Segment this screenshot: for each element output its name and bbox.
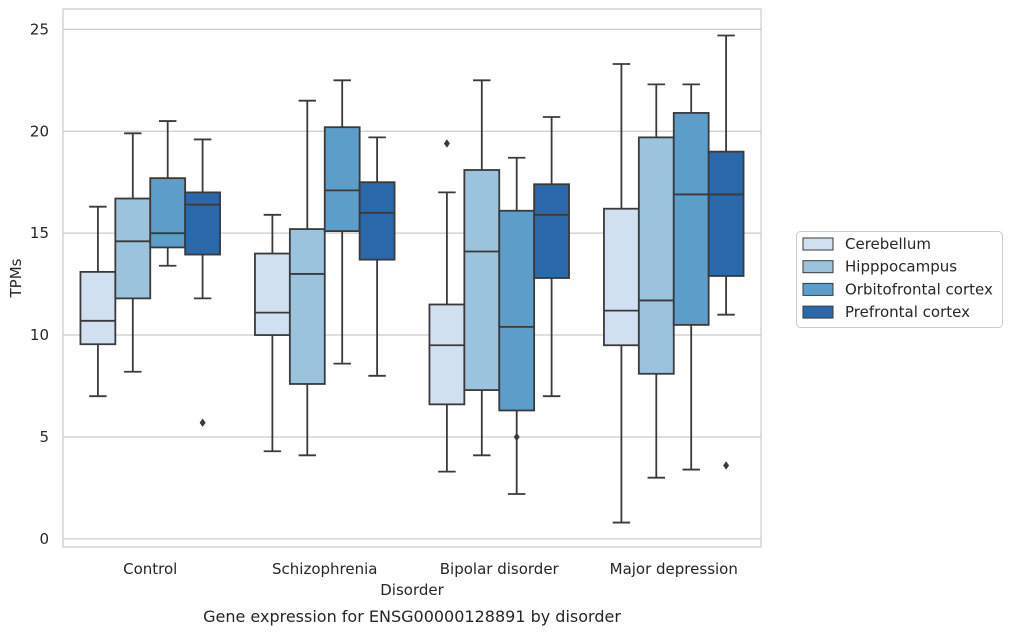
y-axis-label: TPMs [7, 258, 25, 298]
box-body [114, 197, 152, 300]
x-tick-label: Major depression [610, 560, 738, 578]
box-body [254, 252, 291, 336]
box-hipppocampus [463, 79, 501, 457]
box-orbitofrontal-cortex [323, 79, 361, 365]
box-body [463, 169, 501, 391]
y-tick-label: 10 [30, 326, 49, 344]
box-body [323, 126, 361, 233]
x-tick-label: Bipolar disorder [440, 560, 560, 578]
box-cerebellum [603, 63, 640, 524]
y-tick-labels: 0 5 10 15 20 25 [30, 20, 49, 547]
legend: Cerebellum Hipppocampus Orbitofrontal cort… [796, 231, 1003, 328]
box-body [288, 228, 326, 385]
box-cerebellum [254, 213, 291, 453]
legend-label: Cerebellum [845, 235, 931, 253]
outlier-point [723, 461, 730, 470]
legend-frame [796, 231, 1003, 328]
legend-swatch [802, 260, 834, 274]
box-body [149, 177, 187, 249]
y-tick-label: 20 [30, 122, 49, 140]
x-axis-label: Disorder [380, 581, 444, 599]
box-body [428, 303, 466, 406]
box-hipppocampus [637, 83, 675, 479]
outlier-point [199, 418, 206, 427]
legend-swatch [802, 282, 834, 296]
box-body [358, 181, 396, 261]
box-body [707, 150, 745, 277]
y-tick-label: 0 [39, 530, 49, 548]
chart-caption: Gene expression for ENSG00000128891 by d… [203, 607, 621, 626]
box-orbitofrontal-cortex [672, 83, 710, 471]
legend-label: Hipppocampus [845, 258, 957, 276]
box-prefrontal-cortex [358, 136, 396, 377]
legend-label: Orbitofrontal cortex [845, 280, 993, 298]
box-body [637, 136, 675, 375]
y-tick-label: 25 [30, 20, 49, 38]
box-body [498, 209, 536, 412]
box-orbitofrontal-cortex [498, 156, 536, 495]
y-tick-label: 5 [39, 428, 49, 446]
x-tick-labels: Control Schizophrenia Bipolar disorder Majo… [123, 560, 738, 578]
box-body [603, 207, 640, 347]
outlier-point [513, 432, 520, 442]
box-hipppocampus [288, 99, 326, 457]
legend-swatch [802, 237, 834, 251]
box-body [184, 191, 221, 256]
box-body [672, 112, 710, 326]
x-tick-label: Schizophrenia [272, 560, 377, 578]
box-prefrontal-cortex [707, 34, 745, 470]
plot-frame [62, 8, 762, 548]
outlier-point [443, 139, 450, 148]
box-body [79, 270, 117, 346]
x-tick-label: Control [123, 560, 177, 578]
box-prefrontal-cortex [184, 138, 221, 427]
box-prefrontal-cortex [533, 116, 570, 398]
plot-boxes [79, 34, 745, 524]
box-orbitofrontal-cortex [149, 120, 187, 267]
box-body [533, 183, 570, 279]
box-hipppocampus [114, 132, 152, 373]
box-cerebellum [428, 139, 466, 473]
legend-label: Prefrontal cortex [845, 303, 970, 321]
y-tick-label: 15 [30, 224, 49, 242]
legend-swatch [802, 305, 834, 319]
box-cerebellum [79, 205, 117, 398]
